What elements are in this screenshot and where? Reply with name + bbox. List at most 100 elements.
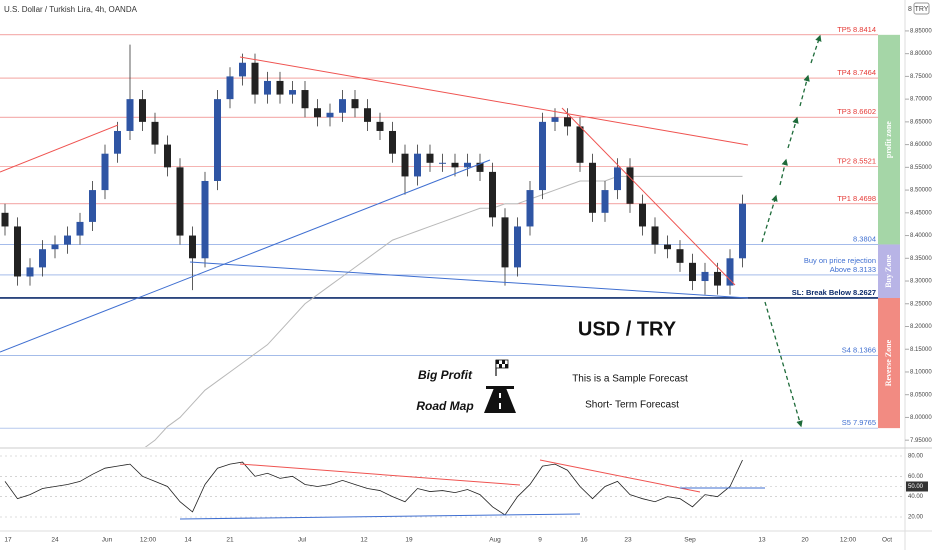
- candle-body: [564, 117, 571, 127]
- y-tick-label: 8.40000: [910, 233, 932, 239]
- candle-body: [289, 90, 296, 95]
- level-note: Buy on price rejection: [804, 256, 876, 265]
- candle-body: [64, 235, 71, 245]
- candle-body: [76, 221, 84, 236]
- candle-body: [464, 162, 471, 168]
- y-tick-label: 8.00000: [910, 415, 932, 421]
- flag-icon: [495, 359, 509, 376]
- trend-line: [0, 159, 491, 353]
- candle-body: [201, 180, 209, 259]
- candle-body: [426, 153, 434, 163]
- level-label: S5 7.9765: [842, 418, 876, 427]
- candle-body: [314, 108, 321, 118]
- level-label: TP1 8.4698: [837, 194, 876, 203]
- candle-body: [451, 162, 459, 168]
- arrow: [787, 116, 799, 149]
- trend-lines: [0, 56, 765, 520]
- y-tick-label: 8.15000: [910, 347, 932, 353]
- candle-body: [389, 130, 396, 154]
- x-tick-label: 12:00: [140, 537, 157, 544]
- trend-line: [0, 124, 119, 173]
- candle-body: [526, 190, 534, 227]
- x-tick-label: Jul: [298, 537, 307, 544]
- y-tick-label: 8.20000: [910, 324, 932, 330]
- candle-body: [726, 258, 734, 286]
- x-tick-label: 12:00: [840, 537, 857, 544]
- candle-body: [614, 167, 621, 191]
- rsi-tick-highlight: [906, 481, 928, 492]
- candle-body: [89, 190, 96, 222]
- x-tick-label: 13: [758, 537, 766, 544]
- candle-body: [626, 167, 634, 204]
- candle-body: [326, 112, 334, 118]
- y-tick-label: 8.45000: [910, 210, 932, 216]
- currency-badge: [913, 2, 930, 15]
- pair-label: USD / TRY: [578, 318, 677, 340]
- candle-body: [401, 153, 409, 177]
- candle-body: [739, 203, 746, 259]
- level-label: TP5 8.8414: [837, 25, 876, 34]
- trend-line: [239, 56, 749, 146]
- arrow: [810, 34, 822, 64]
- rsi-tick-label: 20.00: [908, 515, 924, 521]
- x-tick-label: 12: [360, 537, 368, 544]
- y-tick-label: 8.35000: [910, 256, 932, 262]
- candle-body: [251, 62, 259, 95]
- level-label: Above 8.3133: [830, 265, 876, 274]
- candle-body: [576, 126, 584, 163]
- arrow: [761, 194, 778, 243]
- candle-body: [364, 108, 371, 122]
- x-tick-label: 17: [4, 537, 12, 544]
- candle-body: [501, 217, 509, 268]
- zone-label: Buy Zone: [884, 254, 893, 288]
- candle-body: [276, 80, 284, 95]
- zone: [878, 34, 900, 245]
- candle-body: [489, 171, 496, 218]
- y-tick-label: 8.75000: [910, 74, 932, 80]
- y-tick-label: 8.85000: [910, 28, 932, 34]
- x-tick-label: 19: [405, 537, 413, 544]
- rsi-trend-line: [539, 459, 701, 493]
- zone-label: profit zone: [884, 121, 893, 158]
- big-profit: Big Profit: [418, 368, 473, 382]
- x-tick-label: Aug: [489, 537, 501, 544]
- level-label: TP4 8.7464: [837, 68, 876, 77]
- candle-body: [114, 130, 121, 154]
- rsi-trend-line: [239, 463, 521, 486]
- candle-body: [676, 249, 684, 263]
- rsi-tick-label: 50.00: [908, 484, 924, 490]
- x-tick-label: Jun: [102, 537, 113, 544]
- candle-body: [101, 153, 109, 191]
- candle-body: [214, 99, 221, 181]
- y-tick-label: 8.65000: [910, 119, 932, 125]
- rsi-line: [4, 459, 743, 516]
- y-tick-label: 7.95000: [910, 438, 932, 444]
- candle-body: [351, 99, 359, 109]
- candle-body: [189, 235, 196, 259]
- x-tick-label: Oct: [882, 537, 892, 544]
- y-tick-label: 8.25000: [910, 301, 932, 307]
- candle-body: [14, 226, 21, 277]
- level-label: TP3 8.6602: [837, 107, 876, 116]
- candle-body: [714, 271, 721, 286]
- road-icon: [484, 386, 516, 413]
- candle-body: [601, 190, 609, 213]
- candle-body: [689, 262, 696, 282]
- y-tick-label: 8.30000: [910, 279, 932, 285]
- candle-body: [414, 153, 421, 177]
- candle-body: [139, 99, 146, 122]
- candle-body: [151, 121, 159, 145]
- road-map: Road Map: [416, 399, 473, 413]
- rsi-trend-line: [179, 513, 581, 520]
- y-tick-label: 8.50000: [910, 188, 932, 194]
- arrow: [799, 74, 810, 107]
- zone-label: Reverse Zone: [884, 339, 893, 386]
- x-tick-label: 16: [580, 537, 588, 544]
- candle-body: [39, 249, 46, 268]
- rsi-tick-label: 60.00: [908, 474, 924, 480]
- arrow: [764, 301, 803, 428]
- candle-body: [514, 226, 521, 268]
- candle-body: [164, 144, 171, 168]
- candle-body: [439, 162, 446, 164]
